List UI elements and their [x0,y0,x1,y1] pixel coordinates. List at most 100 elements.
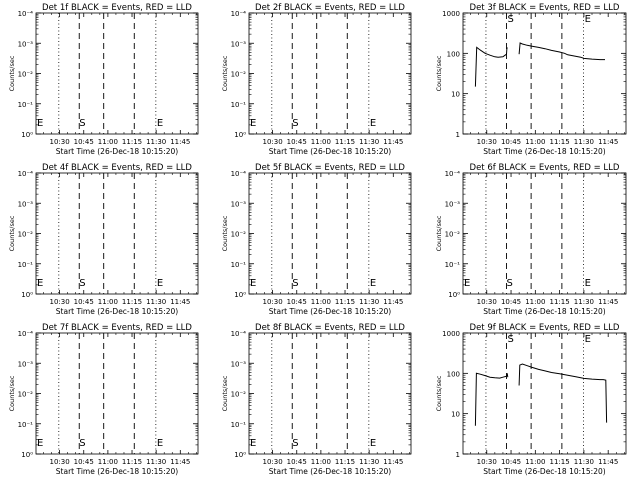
plot-frame [248,172,412,295]
x-tick-label: 10:30 [477,138,497,146]
y-axis-label: Counts/sec [8,55,16,91]
det-panel-2: Det 2f BLACK = Events, RED = LLD Counts/s… [221,3,412,156]
x-tick-label: 11:15 [335,138,355,146]
x-tick-label: 11:30 [146,298,166,306]
x-tick-label: 11:45 [598,298,618,306]
x-tick-label: 10:30 [477,458,497,466]
det-panel-8: Det 8f BLACK = Events, RED = LLD Counts/s… [221,323,412,476]
plot-frame [462,332,627,455]
x-tick-label: 11:30 [359,298,379,306]
x-tick-label: 10:45 [287,458,307,466]
y-tick-label: 10⁰ [21,291,33,299]
det-panel-7: Det 7f BLACK = Events, RED = LLD Counts/s… [8,323,199,476]
y-tick-label: 10⁻³ [231,200,247,208]
x-tick-label: 11:00 [525,458,545,466]
x-tick-label: 11:30 [574,298,594,306]
panel-title: Det 8f BLACK = Events, RED = LLD [255,323,405,333]
plot-frame [35,172,199,295]
edge-end-marker: E [250,118,256,129]
x-tick-label: 10:45 [501,298,521,306]
x-axis-label: Start Time (26-Dec-18 10:15:20) [483,467,605,476]
y-tick-label: 10⁻² [231,71,247,79]
end-marker: E [585,14,591,25]
x-tick-label: 11:15 [550,458,570,466]
y-tick-label: 10 [451,411,460,419]
det-panel-5: Det 5f BLACK = Events, RED = LLD Counts/s… [221,163,412,316]
x-axis-label: Start Time (26-Dec-18 10:15:20) [56,467,178,476]
x-axis-label: Start Time (26-Dec-18 10:15:20) [269,467,391,476]
x-tick-label: 11:45 [383,298,403,306]
y-axis-label: Counts/sec [221,55,229,91]
y-tick-label: 10⁻² [231,391,247,399]
edge-end-marker: E [250,438,256,449]
panel-title: Det 2f BLACK = Events, RED = LLD [255,3,405,13]
x-tick-label: 11:15 [550,298,570,306]
x-axis-label: Start Time (26-Dec-18 10:15:20) [483,147,605,156]
end-marker: E [585,334,591,345]
y-tick-label: 10⁻⁴ [231,330,247,338]
start-marker: S [508,14,514,25]
y-tick-label: 1 [456,131,460,139]
y-axis-label: Counts/sec [221,375,229,411]
plot-frame [35,332,199,455]
x-tick-label: 11:15 [335,298,355,306]
y-tick-label: 10⁻⁴ [231,10,247,18]
y-axis-label: Counts/sec [435,215,443,251]
y-tick-label: 10⁻² [231,231,247,239]
y-tick-label: 10⁻⁴ [231,170,247,178]
y-tick-label: 10⁻⁴ [18,330,34,338]
y-tick-label: 10⁻¹ [18,101,34,109]
x-tick-label: 10:30 [263,458,283,466]
y-tick-label: 100 [447,50,460,58]
y-tick-label: 10⁰ [21,131,33,139]
edge-end-marker: E [250,278,256,289]
y-tick-label: 10⁻⁴ [18,170,34,178]
x-tick-label: 10:45 [74,138,94,146]
x-tick-label: 11:15 [550,138,570,146]
events-series-segment [474,46,508,87]
end-marker: E [370,438,376,449]
x-tick-label: 11:00 [525,298,545,306]
x-tick-label: 11:30 [146,458,166,466]
x-tick-label: 11:45 [170,298,190,306]
x-tick-label: 11:45 [170,138,190,146]
panel-title: Det 6f BLACK = Events, RED = LLD [470,163,620,173]
panel-title: Det 4f BLACK = Events, RED = LLD [42,163,192,173]
x-tick-label: 11:00 [311,458,331,466]
y-tick-label: 1000 [442,330,460,338]
det-panel-6: Det 6f BLACK = Events, RED = LLD Counts/s… [435,163,627,316]
events-series-segment [518,42,605,61]
x-tick-label: 10:30 [263,138,283,146]
end-marker: E [585,278,591,289]
y-tick-label: 10⁻³ [445,200,461,208]
y-tick-label: 10⁻¹ [18,261,34,269]
y-axis-label: Counts/sec [435,55,443,91]
plot-frame [248,332,412,455]
y-tick-label: 100 [447,370,460,378]
x-tick-label: 11:30 [574,458,594,466]
edge-end-marker: E [464,278,470,289]
events-series-segment [474,372,509,426]
edge-end-marker: E [37,438,43,449]
x-tick-label: 11:00 [311,138,331,146]
panel-title: Det 5f BLACK = Events, RED = LLD [255,163,405,173]
y-tick-label: 10⁻⁴ [18,10,34,18]
det-panel-3: Det 3f BLACK = Events, RED = LLD Counts/s… [435,3,627,156]
y-tick-label: 10⁻² [18,71,34,79]
start-marker: S [292,438,298,449]
x-tick-label: 10:30 [50,298,70,306]
x-tick-label: 11:30 [146,138,166,146]
x-axis-label: Start Time (26-Dec-18 10:15:20) [56,147,178,156]
x-tick-label: 10:45 [501,458,521,466]
end-marker: E [370,118,376,129]
y-tick-label: 10⁻³ [231,360,247,368]
end-marker: E [157,118,163,129]
x-tick-label: 11:30 [574,138,594,146]
x-axis-label: Start Time (26-Dec-18 10:15:20) [483,307,605,316]
y-tick-label: 10⁻³ [18,40,34,48]
x-tick-label: 11:30 [359,458,379,466]
x-tick-label: 11:00 [98,298,118,306]
x-tick-label: 11:45 [383,138,403,146]
x-tick-label: 11:00 [525,138,545,146]
